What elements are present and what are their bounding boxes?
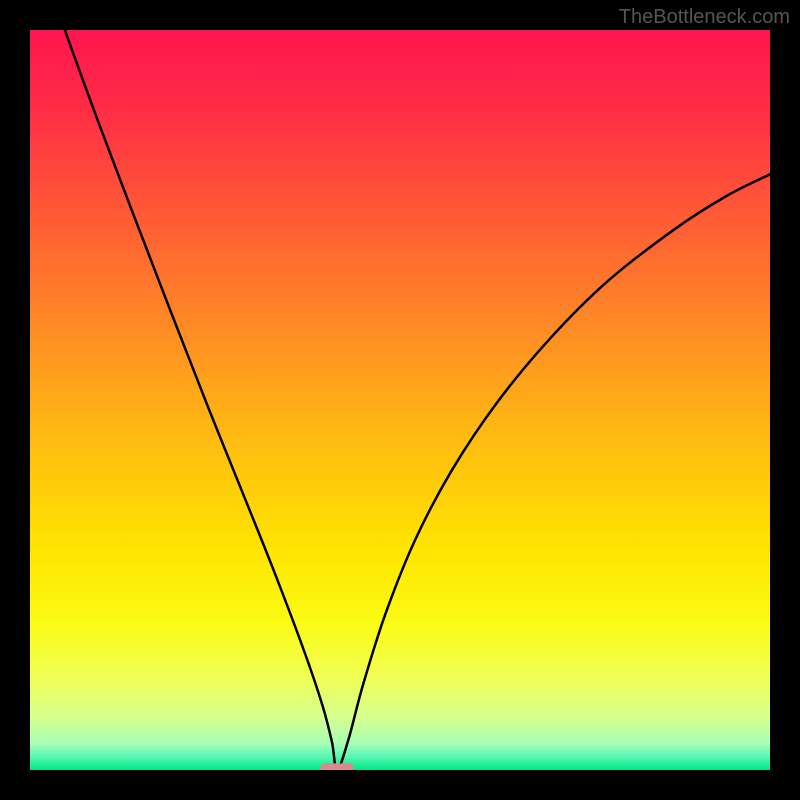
bottleneck-chart — [0, 0, 800, 800]
watermark-text: TheBottleneck.com — [619, 6, 790, 29]
chart-container: TheBottleneck.com — [0, 0, 800, 800]
optimum-marker — [320, 763, 353, 776]
gradient-background — [30, 30, 770, 770]
